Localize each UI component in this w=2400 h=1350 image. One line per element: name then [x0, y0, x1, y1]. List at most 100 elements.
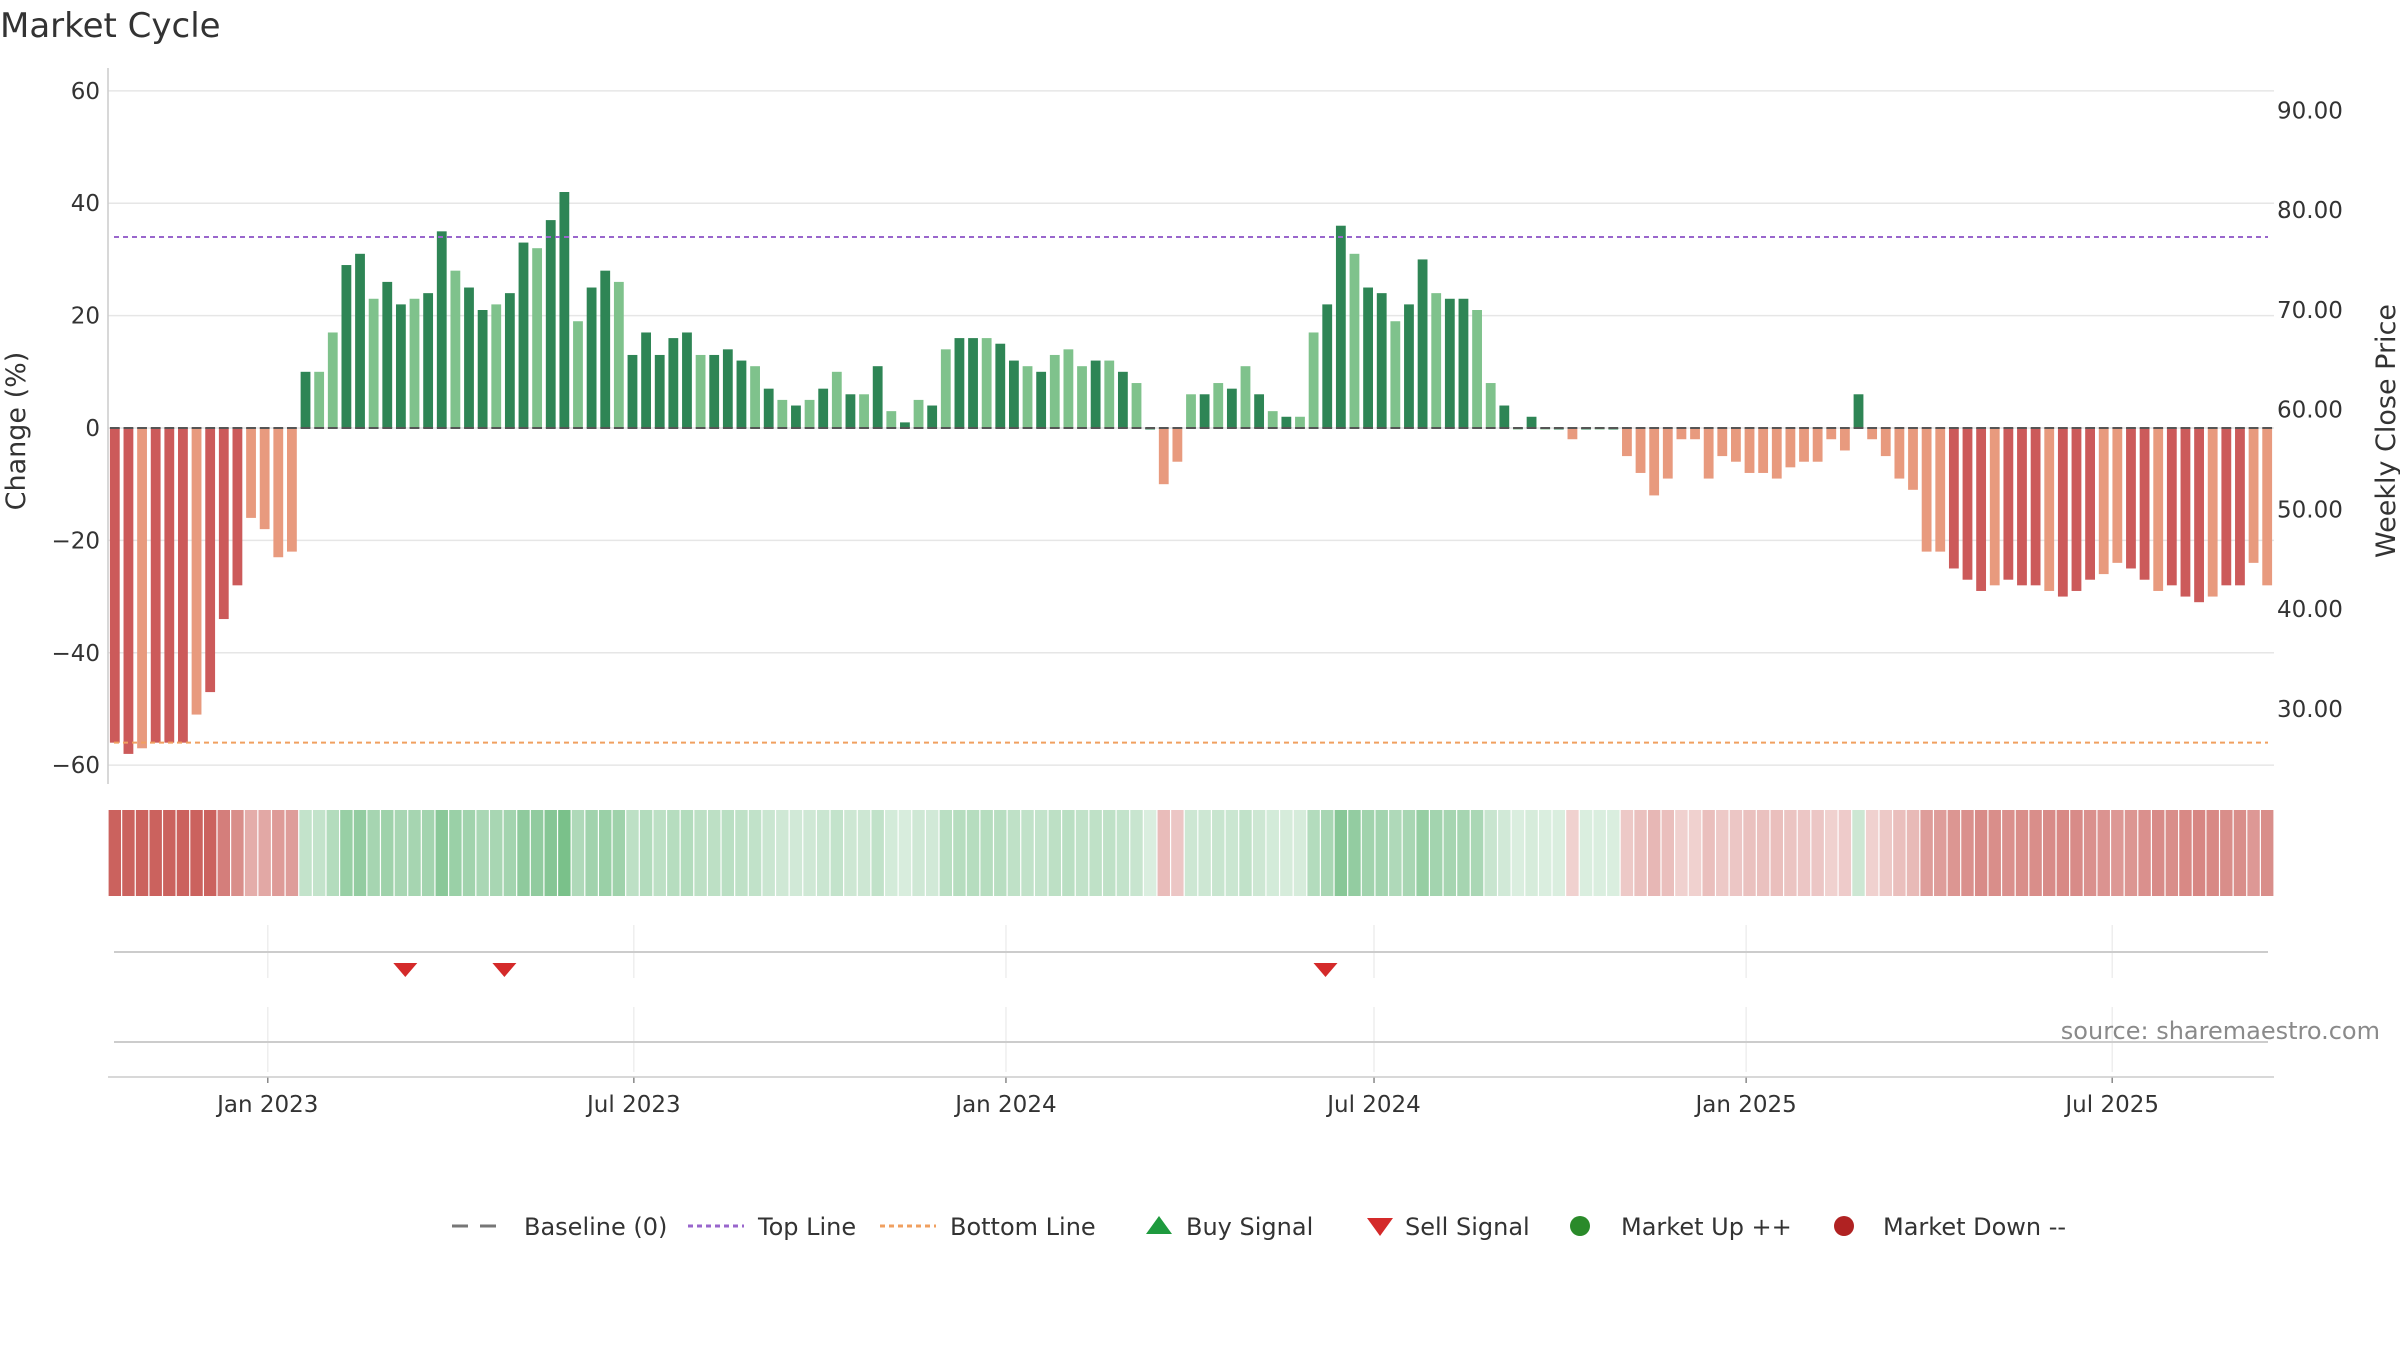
strip-cell — [2138, 810, 2151, 896]
strip-cell — [1007, 810, 1021, 896]
change-bar — [327, 332, 338, 428]
strip-cell — [1484, 810, 1497, 896]
strip-cell — [1934, 810, 1947, 896]
change-bar — [1744, 428, 1755, 473]
change-bar — [164, 428, 175, 743]
strip-cell — [408, 810, 421, 896]
strip-cell — [1838, 810, 1852, 896]
y-axis-right-title: Weekly Close Price — [2371, 304, 2400, 558]
change-bar — [1158, 428, 1169, 485]
change-bar — [259, 428, 270, 530]
strip-cell — [1048, 810, 1061, 896]
strip-cell — [272, 810, 285, 896]
change-bar — [1349, 253, 1360, 428]
legend-dot-icon — [1570, 1216, 1590, 1236]
strip-cell — [653, 810, 666, 896]
change-bar — [2221, 428, 2232, 586]
strip-cell — [2070, 810, 2083, 896]
change-bar — [1063, 349, 1074, 428]
change-bar — [2112, 428, 2123, 563]
change-bar — [859, 394, 869, 428]
change-bar — [668, 338, 679, 428]
strip-cell — [2029, 810, 2042, 896]
legend-buy-triangle-icon — [1146, 1216, 1172, 1234]
y-tick-label-left: −40 — [51, 641, 100, 667]
y-tick-label-right: 90.00 — [2277, 99, 2343, 125]
strip-cell — [639, 810, 653, 896]
change-bar — [2057, 428, 2068, 597]
strip-cell — [571, 810, 585, 896]
change-bar — [1390, 321, 1401, 428]
strip-cell — [2083, 810, 2097, 896]
change-bar — [1281, 416, 1292, 428]
change-bar — [1785, 428, 1796, 468]
change-bar — [1867, 428, 1878, 440]
change-bar — [1908, 428, 1918, 490]
strip-cell — [2206, 810, 2219, 896]
strip-cell — [871, 810, 884, 896]
strip-cell — [558, 810, 571, 896]
strip-cell — [1647, 810, 1661, 896]
change-bar — [1622, 428, 1632, 457]
sell-signal-marker — [1313, 963, 1338, 977]
change-bar — [218, 428, 229, 620]
signal-panel — [114, 925, 2268, 978]
x-axis: Jan 2023 Jul 2023 Jan 2024 Jul 2024 Jan 2025… — [108, 1076, 2274, 1118]
x-tick-label: Jul 2024 — [1325, 1092, 1421, 1118]
y-tick-label-left: −60 — [51, 753, 100, 779]
strip-cell — [748, 810, 762, 896]
strip-cell — [231, 810, 244, 896]
change-bar — [1404, 304, 1414, 428]
strip-cell — [1157, 810, 1170, 896]
change-bar — [395, 304, 406, 428]
change-bar — [1826, 428, 1837, 440]
change-bar — [1635, 428, 1646, 473]
strip-cell — [1811, 810, 1824, 896]
change-bar — [1213, 383, 1224, 428]
change-bar — [1921, 428, 1932, 552]
strip-cell — [1334, 810, 1348, 896]
change-bar — [1009, 360, 1019, 428]
strip-cell — [2220, 810, 2233, 896]
heat-strip — [108, 810, 2274, 896]
x-tick-label: Jan 2023 — [215, 1092, 318, 1118]
change-bar — [464, 287, 474, 428]
strip-cell — [244, 810, 258, 896]
change-bar — [1267, 411, 1278, 428]
change-bar — [613, 281, 624, 428]
strip-cell — [353, 810, 367, 896]
change-bar — [682, 332, 692, 428]
legend-label: Baseline (0) — [524, 1213, 667, 1241]
change-bar — [1254, 394, 1265, 428]
strip-cell — [1130, 810, 1143, 896]
strip-cell — [1143, 810, 1157, 896]
change-bar — [845, 394, 856, 428]
strip-cell — [1184, 810, 1198, 896]
strip-cell — [1375, 810, 1388, 896]
strip-cell — [939, 810, 953, 896]
legend: Baseline (0) Top Line Bottom Line Buy Signa… — [452, 1213, 2066, 1241]
change-bar — [1458, 298, 1469, 428]
y-tick-label-left: 20 — [71, 304, 100, 330]
strip-cell — [694, 810, 707, 896]
x-tick-label: Jul 2025 — [2063, 1092, 2159, 1118]
change-bar — [1131, 383, 1142, 428]
strip-cell — [1988, 810, 2001, 896]
change-bar — [1226, 388, 1237, 428]
change-bar — [1894, 428, 1905, 479]
strip-cell — [1865, 810, 1879, 896]
change-bars — [109, 192, 2273, 754]
change-bar — [246, 428, 256, 518]
source-label: source: sharemaestro.com — [2061, 1017, 2380, 1045]
strip-cell — [612, 810, 626, 896]
strip-cell — [1702, 810, 1715, 896]
chart-title: Market Cycle — [0, 6, 221, 46]
strip-cell — [1947, 810, 1961, 896]
strip-cell — [789, 810, 803, 896]
strip-cell — [1089, 810, 1102, 896]
strip-cell — [735, 810, 748, 896]
strip-cell — [1443, 810, 1457, 896]
strip-cell — [1961, 810, 1974, 896]
strip-cell — [1239, 810, 1252, 896]
strip-cell — [203, 810, 217, 896]
